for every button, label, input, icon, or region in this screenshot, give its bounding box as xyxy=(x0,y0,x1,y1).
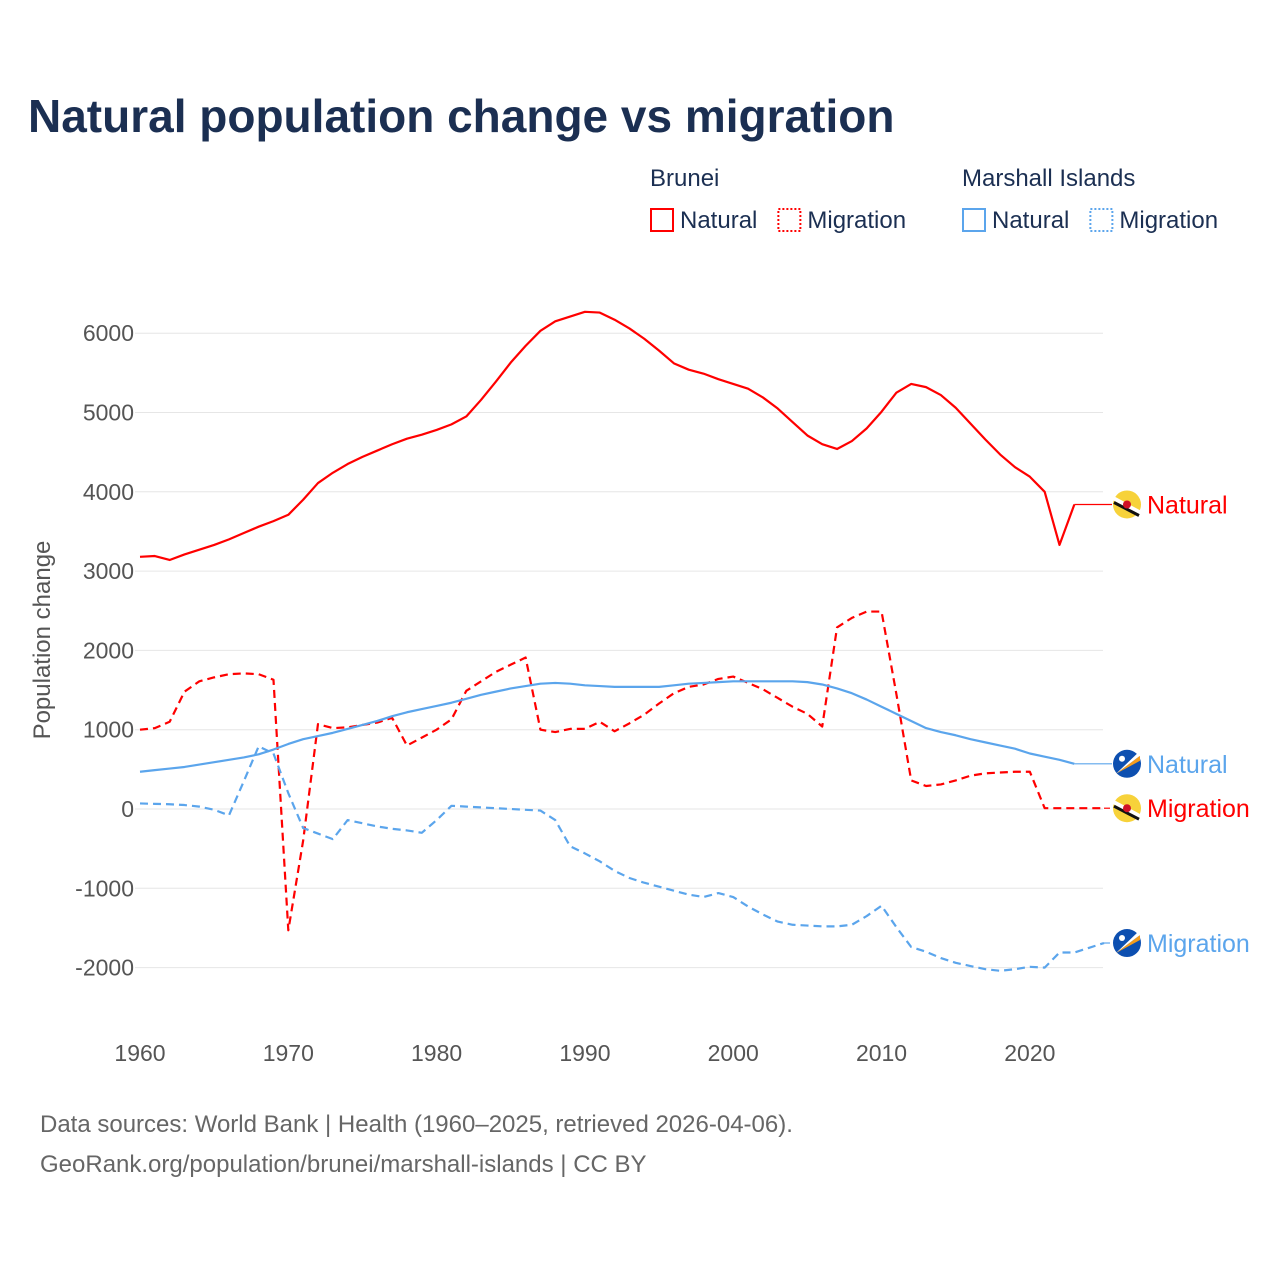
y-tick-label: 1000 xyxy=(83,717,134,743)
x-tick-label: 2020 xyxy=(1004,1040,1055,1066)
marshall-islands-flag-icon xyxy=(1113,749,1141,778)
end-label: Natural xyxy=(1147,491,1228,519)
brunei-flag-icon xyxy=(1113,490,1141,519)
series-line-marshall-islands-natural xyxy=(139,680,1075,773)
y-tick-label: -1000 xyxy=(75,875,134,901)
legend-item-label[interactable]: Natural xyxy=(992,207,1069,234)
series-lines xyxy=(139,310,1105,972)
x-tick-label: 1970 xyxy=(263,1040,314,1066)
series-line-brunei-natural xyxy=(139,310,1076,562)
y-tick-label: 4000 xyxy=(83,479,134,505)
y-tick-label: -2000 xyxy=(75,955,134,981)
x-tick-label: 1990 xyxy=(559,1040,610,1066)
grid xyxy=(135,332,1103,969)
y-axis-label: Population change xyxy=(29,541,56,740)
y-tick-label: 5000 xyxy=(83,400,134,426)
y-tick-label: 0 xyxy=(121,796,134,822)
end-label: Natural xyxy=(1147,751,1228,779)
x-tick-label: 2010 xyxy=(856,1040,907,1066)
end-label: Migration xyxy=(1147,930,1250,958)
y-tick-label: 3000 xyxy=(83,558,134,584)
x-tick-label: 1980 xyxy=(411,1040,462,1066)
brunei-flag-icon xyxy=(1113,794,1141,823)
series-line-marshall-islands-migration xyxy=(139,745,1105,972)
series-line-brunei-migration xyxy=(139,610,1104,932)
legend-item-label[interactable]: Migration xyxy=(807,207,906,234)
y-tick-label: 2000 xyxy=(83,637,134,663)
legend-group-title: Marshall Islands xyxy=(962,165,1135,192)
axes: -2000 -1000 0 1000 2000 3000 4000 5000 6000 1960 1… xyxy=(75,320,1055,1066)
legend-swatch xyxy=(777,208,802,232)
legend-item-label[interactable]: Migration xyxy=(1119,207,1218,234)
footer-attribution: GeoRank.org/population/brunei/marshall-i… xyxy=(40,1151,647,1178)
marshall-islands-flag-icon xyxy=(1113,929,1141,958)
legend-group-title: Brunei xyxy=(650,165,719,192)
end-labels: Natural Migration Natural Migration xyxy=(1074,490,1250,958)
y-tick-label: 6000 xyxy=(83,320,134,346)
legend-swatch xyxy=(962,208,986,232)
legend-swatch xyxy=(650,208,674,232)
footer-sources: Data sources: World Bank | Health (1960–… xyxy=(40,1111,793,1138)
x-tick-label: 1960 xyxy=(114,1040,165,1066)
x-tick-label: 2000 xyxy=(708,1040,759,1066)
legend-item-label[interactable]: Natural xyxy=(680,207,757,234)
chart-title: Natural population change vs migration xyxy=(28,90,894,142)
end-label: Migration xyxy=(1147,795,1250,823)
legend-swatch xyxy=(1089,208,1114,232)
legend: Brunei Natural Migration Marshall Islands Na… xyxy=(650,165,1218,234)
